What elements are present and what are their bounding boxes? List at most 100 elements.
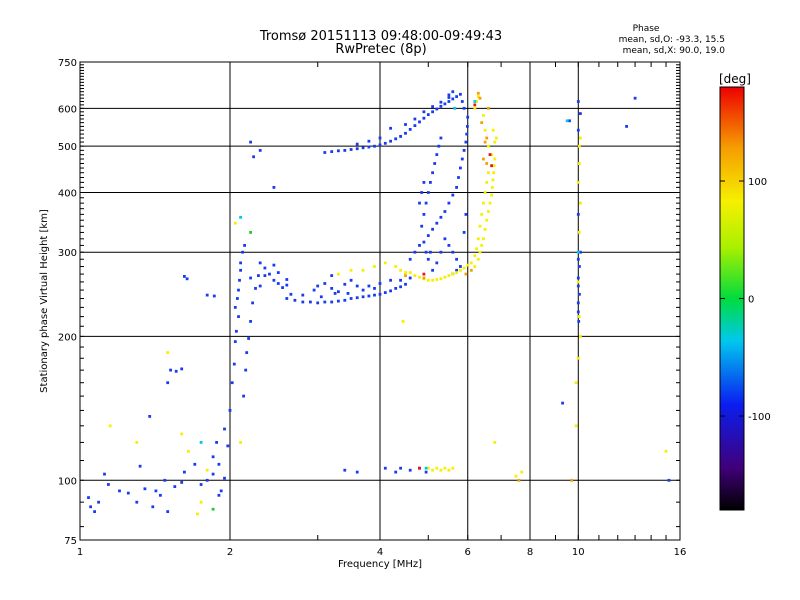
data-point: [316, 284, 320, 288]
data-point: [97, 500, 100, 504]
data-point: [183, 275, 186, 278]
data-point: [199, 483, 203, 486]
data-point: [435, 278, 439, 281]
data-point: [312, 288, 316, 292]
data-point: [285, 283, 289, 287]
data-point: [483, 227, 487, 231]
data-point: [289, 292, 293, 296]
data-point: [633, 96, 637, 100]
data-point: [383, 141, 387, 145]
data-point: [483, 140, 487, 144]
data-point: [426, 113, 430, 116]
data-point: [378, 143, 382, 147]
data-point: [418, 466, 421, 470]
data-point: [399, 285, 402, 289]
data-point: [154, 489, 158, 493]
data-point: [107, 483, 110, 486]
y-tick-label: 500: [58, 142, 77, 153]
data-point: [237, 288, 240, 292]
data-point: [435, 221, 439, 225]
y-tick-label: 100: [58, 476, 77, 487]
data-point: [355, 296, 359, 300]
data-point: [431, 171, 434, 175]
data-point: [413, 250, 417, 254]
data-point: [199, 500, 203, 504]
data-point: [249, 276, 252, 280]
data-point: [578, 292, 581, 296]
data-point: [93, 510, 96, 513]
colorbar-tick-label: 100: [748, 177, 767, 188]
data-point: [576, 181, 580, 184]
data-point: [483, 128, 487, 132]
data-point: [429, 181, 432, 184]
data-point: [490, 186, 494, 189]
data-point: [473, 100, 477, 103]
data-point: [473, 103, 477, 107]
data-point: [487, 171, 490, 175]
data-point: [323, 151, 327, 154]
data-point: [424, 250, 428, 254]
data-point: [349, 268, 353, 272]
data-point: [485, 162, 489, 165]
data-point: [439, 104, 443, 108]
data-point: [462, 266, 466, 270]
data-point: [180, 432, 184, 436]
data-point: [422, 181, 426, 184]
data-point: [263, 266, 267, 270]
chart-title: Tromsø 20151113 09:48:00-09:49:43: [259, 29, 502, 44]
data-point: [103, 472, 106, 476]
data-point: [579, 201, 582, 205]
data-point: [435, 261, 439, 265]
data-point: [490, 193, 493, 197]
data-point: [343, 149, 347, 152]
data-point: [254, 287, 257, 290]
data-point: [469, 268, 473, 272]
data-point: [187, 449, 190, 453]
data-point: [355, 147, 359, 151]
data-point: [466, 263, 470, 267]
data-point: [373, 293, 376, 297]
data-point: [408, 468, 412, 472]
data-point: [418, 244, 421, 247]
data-point: [459, 166, 462, 170]
data-point: [455, 268, 458, 272]
data-point: [447, 100, 451, 103]
data-point: [422, 116, 426, 120]
data-point: [233, 221, 237, 225]
data-point: [426, 278, 430, 282]
data-point: [343, 298, 347, 302]
data-point: [373, 265, 376, 268]
data-point: [490, 153, 493, 156]
data-point: [399, 466, 402, 470]
data-point: [251, 301, 254, 305]
data-point: [232, 362, 236, 366]
data-point: [418, 120, 421, 124]
data-point: [424, 201, 428, 205]
x-tick-label: 1: [77, 547, 83, 558]
y-tick-label: 75: [64, 536, 77, 547]
data-point: [426, 191, 430, 194]
data-point: [241, 250, 244, 254]
data-point: [460, 100, 464, 103]
data-point: [211, 455, 215, 459]
data-point: [576, 280, 580, 284]
data-point: [249, 320, 252, 323]
data-point: [576, 128, 580, 132]
data-point: [431, 268, 434, 272]
data-point: [337, 149, 340, 153]
data-point: [493, 157, 497, 161]
data-point: [520, 470, 524, 474]
data-point: [576, 250, 580, 254]
data-point: [667, 478, 671, 482]
data-point: [485, 181, 489, 184]
y-tick-label: 400: [58, 188, 77, 199]
data-point: [87, 496, 90, 499]
data-point: [169, 368, 172, 372]
data-point: [118, 489, 121, 493]
data-point: [439, 468, 443, 472]
data-point: [199, 441, 203, 444]
data-point: [482, 114, 485, 117]
data-point: [174, 369, 178, 373]
data-point: [493, 140, 497, 144]
data-point: [239, 261, 242, 265]
